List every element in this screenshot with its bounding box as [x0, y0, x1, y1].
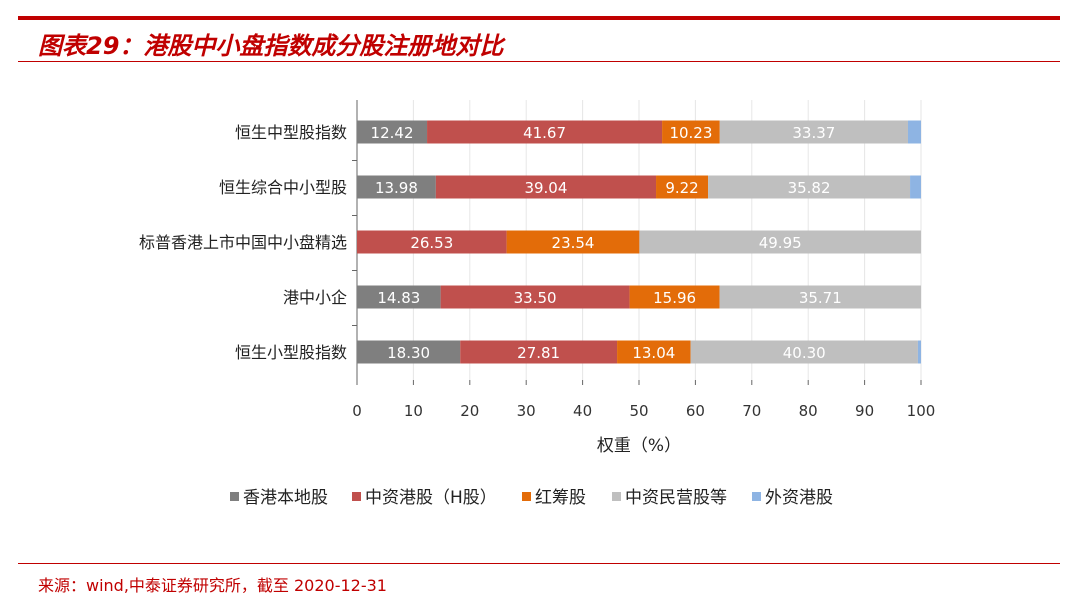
data-label: 27.81	[517, 344, 560, 362]
source-note: 来源：wind,中泰证券研究所，截至 2020-12-31	[38, 576, 387, 595]
data-label: 23.54	[552, 234, 595, 252]
bar-segment	[910, 175, 921, 199]
bar-segment	[357, 340, 461, 364]
x-tick-label: 20	[460, 402, 479, 420]
legend-label: 外资港股	[765, 488, 833, 508]
bar-segment	[440, 285, 630, 309]
bar-segment	[357, 175, 436, 199]
x-tick-label: 70	[742, 402, 761, 420]
title-rule	[18, 61, 1060, 62]
bar-segment	[357, 120, 428, 144]
x-tick-label: 10	[404, 402, 423, 420]
x-tick-label: 50	[629, 402, 648, 420]
bar-segment	[435, 175, 657, 199]
data-label: 49.95	[759, 234, 802, 252]
data-label: 35.82	[788, 179, 831, 197]
data-label: 13.98	[375, 179, 418, 197]
category-label: 港中小企	[283, 288, 347, 307]
data-label: 12.42	[371, 124, 414, 142]
bar-segment	[357, 230, 507, 254]
bar-segment	[690, 340, 918, 364]
bar-segment	[708, 175, 911, 199]
data-label: 35.71	[799, 289, 842, 307]
data-label: 33.50	[514, 289, 557, 307]
top-rule	[18, 16, 1060, 20]
legend-swatch	[752, 492, 761, 501]
x-tick-label: 100	[907, 402, 936, 420]
data-label: 33.37	[792, 124, 835, 142]
x-tick-label: 30	[517, 402, 536, 420]
x-tick-label: 90	[855, 402, 874, 420]
legend-swatch	[612, 492, 621, 501]
legend-label: 中资民营股等	[625, 488, 727, 508]
legend-label: 中资港股（H股）	[365, 488, 497, 508]
data-label: 15.96	[653, 289, 696, 307]
bar-segment	[719, 120, 908, 144]
bar-segment	[506, 230, 640, 254]
bar-segment	[427, 120, 663, 144]
data-label: 26.53	[410, 234, 453, 252]
data-label: 9.22	[665, 179, 698, 197]
x-tick-label: 80	[799, 402, 818, 420]
bar-segment	[917, 340, 921, 364]
category-label: 标普香港上市中国中小盘精选	[139, 233, 347, 252]
bar-segment	[357, 285, 441, 309]
x-tick-label: 40	[573, 402, 592, 420]
bar-segment	[656, 175, 709, 199]
bar-segment	[617, 340, 691, 364]
bar-segment	[719, 285, 921, 309]
legend-label: 香港本地股	[243, 488, 328, 508]
data-label: 39.04	[524, 179, 567, 197]
x-axis-title: 权重（%）	[597, 436, 681, 456]
legend-swatch	[230, 492, 239, 501]
bar-segment	[629, 285, 720, 309]
legend-label: 红筹股	[535, 488, 586, 508]
category-label: 恒生小型股指数	[235, 343, 347, 362]
data-label: 13.04	[632, 344, 675, 362]
data-label: 41.67	[523, 124, 566, 142]
bar-segment	[662, 120, 720, 144]
chart-title: 图表29：港股中小盘指数成分股注册地对比	[38, 32, 504, 60]
footer-rule	[18, 563, 1060, 564]
bar-segment	[639, 230, 921, 254]
category-label: 恒生中型股指数	[235, 123, 347, 142]
x-tick-label: 0	[352, 402, 362, 420]
data-label: 14.83	[377, 289, 420, 307]
bar-segment	[907, 120, 921, 144]
bar-segment	[460, 340, 618, 364]
legend-swatch	[352, 492, 361, 501]
category-label: 恒生综合中小型股	[219, 178, 347, 197]
data-label: 18.30	[387, 344, 430, 362]
legend-swatch	[522, 492, 531, 501]
x-tick-label: 60	[686, 402, 705, 420]
data-label: 40.30	[783, 344, 826, 362]
data-label: 10.23	[669, 124, 712, 142]
